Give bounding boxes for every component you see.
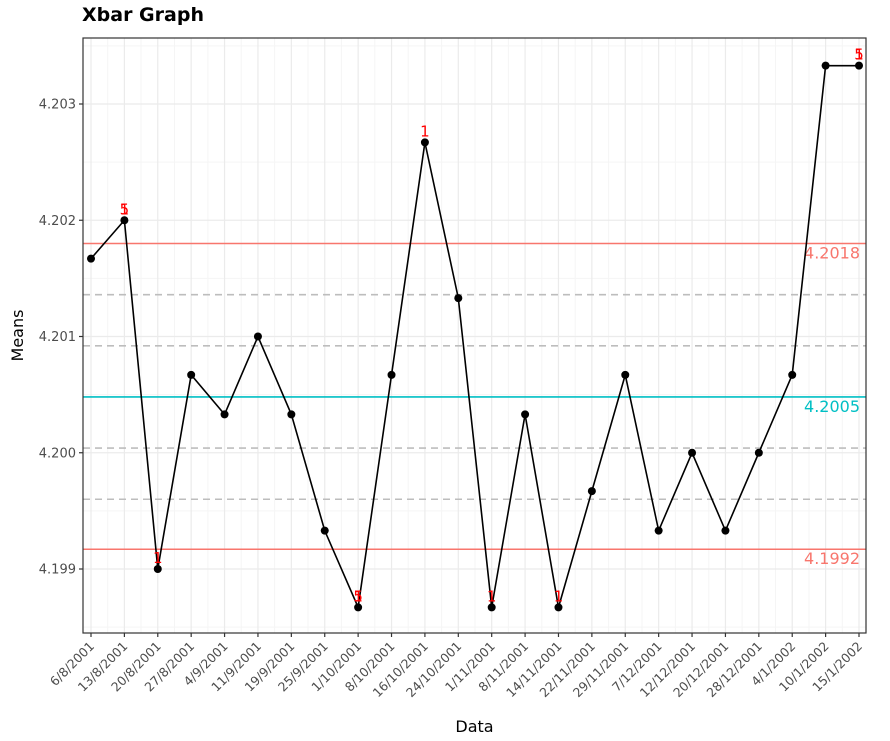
data-point [253, 332, 262, 341]
panel-border [82, 37, 867, 634]
y-tick-label: 4.199 [39, 563, 76, 578]
y-tick-label: 4.202 [39, 214, 76, 229]
violation-label: 1 [353, 587, 363, 605]
violation-label: 1 [554, 587, 564, 605]
data-point [721, 526, 730, 535]
violation-label: 5 [353, 587, 363, 605]
chart-title: Xbar Graph [82, 4, 204, 26]
data-point [187, 370, 196, 379]
data-point [387, 370, 396, 379]
data-point [654, 526, 663, 535]
data-point [153, 565, 162, 573]
data-point [87, 254, 95, 263]
data-point [788, 370, 797, 379]
reference-label: 4.2005 [804, 397, 860, 416]
data-point [821, 61, 830, 70]
data-point [587, 487, 596, 496]
series-layer [87, 61, 863, 612]
y-axis-title: Means [8, 310, 27, 362]
data-point [320, 526, 329, 535]
data-point [855, 61, 863, 70]
grid-layer [83, 38, 866, 633]
series-line [90, 64, 859, 611]
violation-label: 1 [153, 549, 163, 567]
violation-label: 1 [854, 46, 864, 64]
data-point [287, 410, 296, 419]
data-point [621, 370, 630, 379]
data-point [220, 410, 229, 419]
violation-label: 5 [120, 200, 130, 218]
reference-label: 4.2018 [804, 244, 860, 263]
x-axis-title: Data [455, 717, 493, 736]
y-tick-label: 4.200 [39, 446, 76, 461]
violation-label: 1 [420, 122, 430, 140]
violation-label: 1 [120, 200, 130, 218]
y-tick-label: 4.203 [39, 98, 76, 113]
data-point [354, 603, 363, 612]
data-point [521, 410, 530, 419]
y-tick-label: 4.201 [39, 330, 76, 345]
data-point [487, 603, 496, 612]
data-point [454, 294, 463, 303]
reference-label: 4.1992 [804, 549, 860, 568]
violation-label: 1 [487, 587, 497, 605]
data-point [754, 448, 763, 457]
data-point [554, 603, 563, 612]
data-point [420, 138, 429, 147]
data-point [688, 448, 697, 457]
violation-label: 5 [854, 46, 864, 64]
reference-lines: 4.2018 4.1992 4.2005 [83, 242, 866, 568]
data-point [120, 216, 129, 225]
